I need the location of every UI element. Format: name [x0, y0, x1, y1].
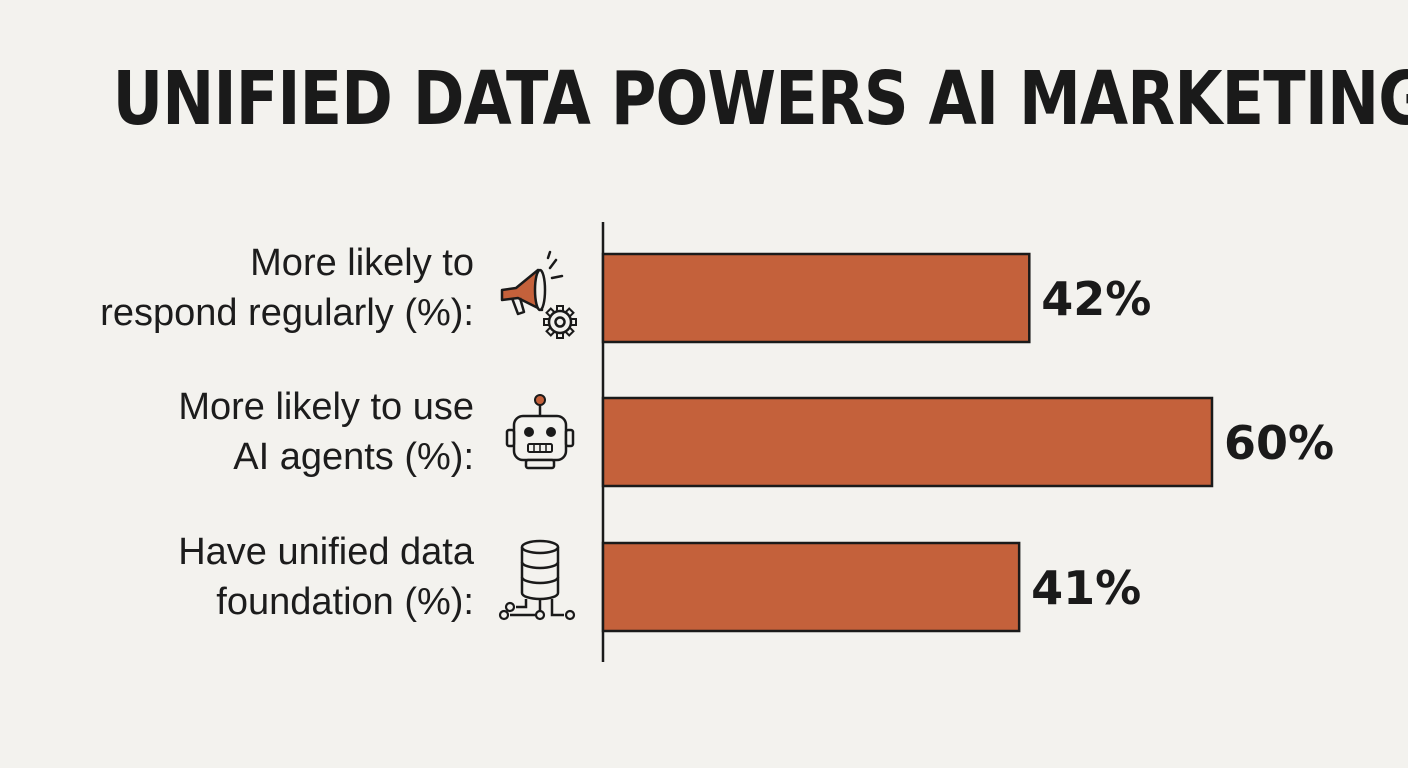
- category-label-2-line-1: More likely to use: [178, 386, 474, 428]
- value-label-3: 41%: [1031, 561, 1141, 615]
- category-label-3-line-1: Have unified data: [178, 531, 475, 573]
- bar-1: [601, 252, 1031, 344]
- bar-2: [601, 396, 1214, 488]
- category-label-2-line-2: AI agents (%):: [233, 436, 474, 478]
- value-label-2: 60%: [1224, 416, 1334, 470]
- megaphone-gear-icon: [500, 250, 577, 339]
- category-label-3-line-2: foundation (%):: [216, 581, 474, 623]
- chart-title: UNIFIED DATA POWERS AI MARKETING: [112, 56, 1408, 142]
- robot-icon: [505, 394, 575, 470]
- category-label-1-line-1: More likely to: [250, 242, 474, 284]
- database-network-icon: [498, 539, 576, 621]
- bar-3: [601, 541, 1021, 633]
- category-label-1-line-2: respond regularly (%):: [100, 292, 474, 334]
- value-label-1: 42%: [1041, 272, 1151, 326]
